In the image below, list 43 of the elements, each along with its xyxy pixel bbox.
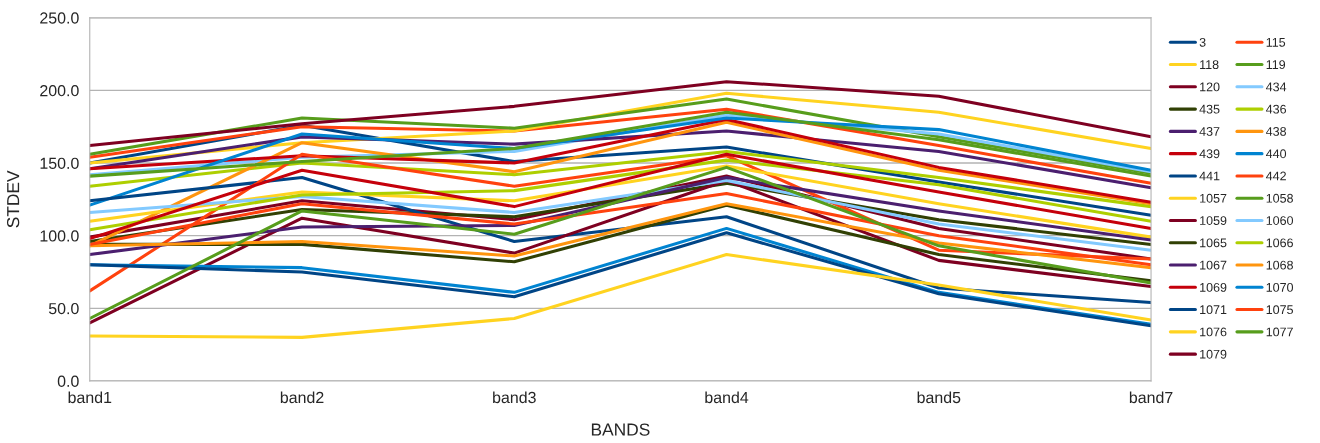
legend-label: 435: [1199, 104, 1220, 114]
legend-label: 1070: [1266, 282, 1294, 292]
x-tick-label: band1: [68, 391, 112, 404]
y-tick-label: 50.0: [48, 302, 79, 315]
legend-label: 434: [1265, 82, 1287, 92]
y-tick-label: 200.0: [40, 85, 79, 97]
legend-label: 1077: [1266, 327, 1293, 337]
legend-label: 118: [1200, 60, 1219, 70]
x-axis-title: BANDS: [591, 423, 650, 436]
legend-label: 120: [1200, 82, 1220, 92]
x-tick-label: band2: [280, 391, 324, 404]
y-tick-label: 0.0: [57, 375, 79, 387]
legend-label: 1076: [1200, 327, 1227, 337]
legend-label: 1059: [1200, 216, 1227, 225]
x-tick-label: band4: [705, 391, 749, 404]
legend-label: 438: [1265, 127, 1287, 136]
legend-label: 1067: [1200, 260, 1227, 270]
legend-label: 119: [1266, 60, 1286, 70]
legend-label: 1060: [1266, 216, 1294, 225]
legend-label: 1079: [1200, 349, 1227, 359]
legend-label: 440: [1265, 149, 1287, 159]
legend-label: 115: [1266, 38, 1286, 47]
legend-label: 1069: [1200, 282, 1227, 292]
legend-label: 437: [1199, 127, 1220, 136]
y-tick-label: 100.0: [40, 230, 79, 242]
x-tick-label: band3: [493, 391, 536, 404]
legend-label: 1057: [1200, 193, 1227, 203]
legend-label: 1058: [1266, 193, 1293, 203]
legend-label: 439: [1199, 149, 1220, 159]
legend-label: 1065: [1200, 238, 1227, 248]
y-tick-label: 250.0: [40, 12, 79, 24]
legend-label: 1066: [1266, 238, 1293, 248]
x-tick-label: band7: [1129, 391, 1173, 404]
legend-label: 441: [1199, 171, 1220, 181]
legend-label: 436: [1265, 104, 1287, 114]
legend-label: 1068: [1266, 260, 1293, 270]
y-tick-label: 150.0: [40, 157, 79, 169]
x-tick-label: band5: [917, 391, 961, 404]
legend-label: 3: [1199, 37, 1206, 47]
legend-label: 1071: [1200, 305, 1227, 315]
legend-label: 1075: [1266, 305, 1293, 315]
legend-label: 442: [1265, 171, 1286, 181]
y-axis-title: STDEV: [6, 170, 20, 228]
